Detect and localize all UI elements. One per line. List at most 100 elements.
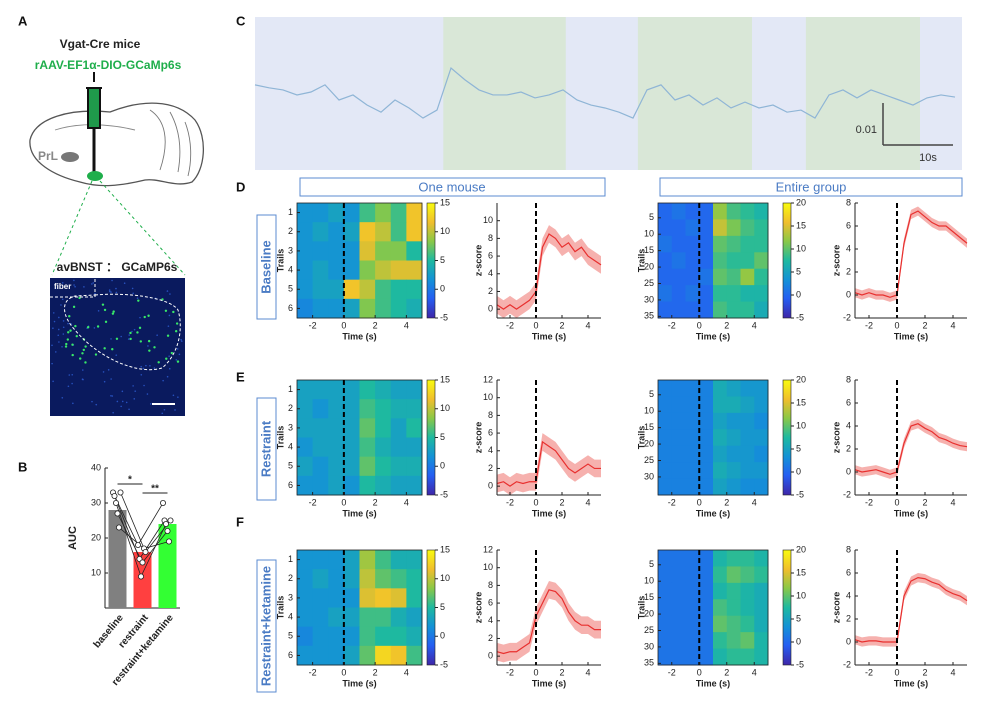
y-tick-label: 4 <box>288 611 293 621</box>
condition-box <box>256 214 277 320</box>
heatmap-cell <box>297 241 314 261</box>
colorbar <box>782 379 792 496</box>
heatmap-cell <box>658 615 673 633</box>
x-tick-label: 0 <box>894 667 899 677</box>
heatmap-cell <box>406 645 423 666</box>
x-tick-label: 2 <box>724 667 729 677</box>
colorbar-tick-label: 5 <box>440 602 445 612</box>
cell-dot <box>142 367 145 370</box>
heatmap-cell <box>375 456 392 477</box>
heatmap-cell <box>699 380 714 397</box>
heatmap-cell <box>375 607 392 628</box>
heatmap-cell <box>359 279 376 300</box>
cell-dot <box>64 345 68 348</box>
y-tick-label: 1 <box>288 554 293 564</box>
heatmap-cell <box>754 462 769 480</box>
y-tick-label: 0 <box>488 304 493 314</box>
heatmap-cell <box>312 588 329 608</box>
cell-dot <box>156 334 158 337</box>
y-tick-label: 25 <box>644 455 654 465</box>
heatmap-cell <box>328 437 345 458</box>
cell-dot <box>166 290 169 292</box>
heatmap-cell <box>685 219 700 237</box>
heatmap-cell <box>740 429 755 447</box>
heatmap-cell <box>343 298 360 319</box>
heatmap-cell <box>713 429 728 447</box>
y-tick-label: 5 <box>288 631 293 641</box>
cell-dot <box>176 348 179 350</box>
heatmap-cell <box>726 268 741 286</box>
heatmap-cell <box>740 396 755 414</box>
x-tick-label: -2 <box>309 497 317 507</box>
cell-dot <box>96 325 100 328</box>
heatmap-cell <box>375 380 392 400</box>
cell-dot <box>165 357 168 360</box>
heatmap-cell <box>713 396 728 414</box>
section-header: One mouse <box>418 179 485 194</box>
colorbar-tick-label: 20 <box>796 374 806 384</box>
y-tick-label: 5 <box>649 212 654 222</box>
y-tick-label: 0 <box>846 636 851 646</box>
x-tick-label: 2 <box>922 497 927 507</box>
heatmap-cell <box>658 462 673 480</box>
heatmap-cell <box>406 437 423 458</box>
cell-dot <box>54 351 57 353</box>
heatmap-cell <box>671 462 686 480</box>
x-tick-label: 2 <box>724 497 729 507</box>
x-tick-label: 2 <box>922 320 927 330</box>
y-tick-label: 5 <box>288 461 293 471</box>
cell-dot <box>136 297 139 300</box>
colorbar-tick-label: -5 <box>440 659 448 669</box>
y-tick-label: 0 <box>488 651 493 661</box>
heatmap-cell <box>740 599 755 617</box>
x-axis-label: Time (s) <box>894 678 928 688</box>
cell-dot <box>115 287 117 290</box>
cell-dot <box>111 312 115 315</box>
y-tick-label: 5 <box>649 389 654 399</box>
heatmap-cell <box>726 219 741 237</box>
y-tick-label: 6 <box>846 397 851 407</box>
cell-dot <box>103 347 106 350</box>
y-axis-label: Trails <box>275 596 285 620</box>
heatmap-cell <box>726 478 741 496</box>
y-tick-label: 10 <box>644 406 654 416</box>
y-tick-label: 2 <box>288 573 293 583</box>
y-tick-label: 8 <box>488 233 493 243</box>
colorbar-tick-label: 20 <box>796 197 806 207</box>
heatmap-cell <box>754 615 769 633</box>
heatmap-cell <box>297 475 314 496</box>
image-label: fiber <box>54 282 71 291</box>
bar <box>108 510 127 608</box>
heatmap-cell <box>699 615 714 633</box>
cell-dot <box>167 325 170 327</box>
heatmap-cell <box>713 235 728 253</box>
heatmap-cell <box>343 380 360 400</box>
heatmap-cell <box>699 429 714 447</box>
heatmap-cell <box>297 418 314 438</box>
cell-dot <box>174 409 176 411</box>
heatmap-cell <box>297 380 314 400</box>
section-header: Entire group <box>776 179 847 194</box>
heatmap-cell <box>754 478 769 496</box>
cell-dot <box>52 312 55 314</box>
y-tick-label: 4 <box>288 441 293 451</box>
heatmap-cell <box>375 279 392 300</box>
x-axis-label: Time (s) <box>894 508 928 518</box>
heatmap-cell <box>390 569 407 589</box>
y-tick-label: 20 <box>644 261 654 271</box>
error-band <box>855 419 967 479</box>
error-band <box>497 225 601 318</box>
heatmap-cell <box>671 445 686 463</box>
heatmap-cell <box>699 462 714 480</box>
cell-dot <box>116 400 119 403</box>
y-tick-label: 20 <box>644 438 654 448</box>
cell-dot <box>172 394 175 397</box>
heatmap-cell <box>375 569 392 589</box>
heatmap-cell <box>658 301 673 319</box>
mean-line <box>854 210 968 298</box>
heatmap-cell <box>699 235 714 253</box>
heatmap-cell <box>390 645 407 666</box>
y-axis-label: z-score <box>473 245 483 277</box>
colorbar-tick-label: -5 <box>440 312 448 322</box>
heatmap-cell <box>726 301 741 319</box>
